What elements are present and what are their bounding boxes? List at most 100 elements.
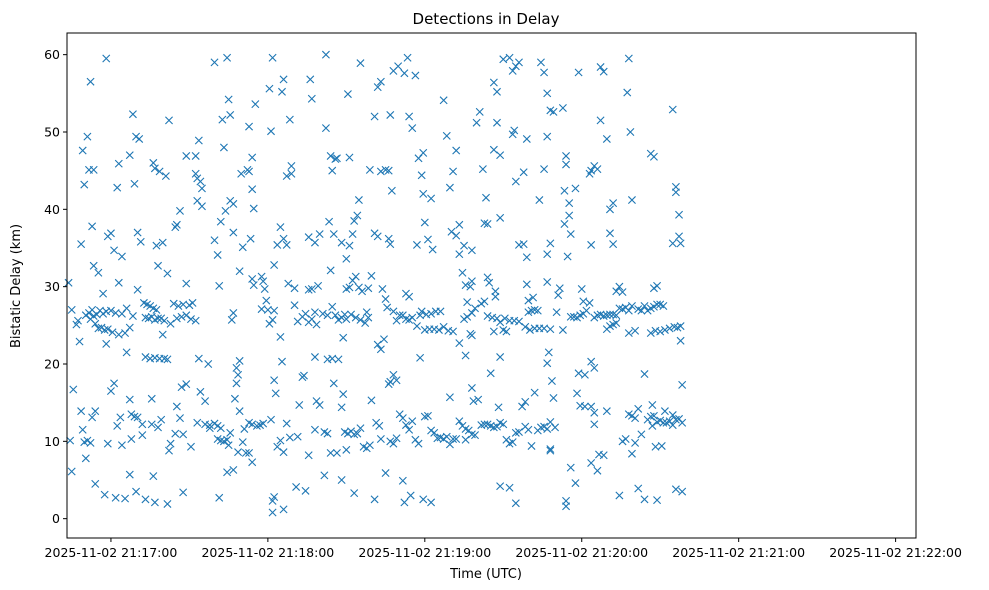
data-point: [160, 316, 169, 325]
data-point: [527, 441, 536, 450]
y-tick-label: 20: [44, 356, 60, 371]
data-point: [522, 134, 531, 143]
data-point: [221, 206, 230, 215]
data-point: [141, 495, 150, 504]
data-point: [558, 104, 567, 113]
data-point: [301, 486, 310, 495]
data-point: [147, 420, 156, 429]
data-point: [257, 272, 266, 281]
data-point: [348, 230, 357, 239]
data-point: [590, 420, 599, 429]
data-point: [249, 281, 258, 290]
data-point: [467, 331, 476, 340]
data-point: [224, 95, 233, 104]
data-point: [99, 289, 108, 298]
data-point: [668, 105, 677, 114]
data-point: [627, 302, 636, 310]
data-point: [364, 284, 373, 293]
data-point: [519, 168, 528, 177]
data-point: [653, 281, 662, 290]
data-point: [376, 435, 385, 443]
data-point: [621, 435, 630, 443]
data-point: [240, 424, 249, 433]
data-point: [562, 502, 571, 511]
data-point: [449, 327, 458, 336]
data-point: [640, 370, 649, 379]
data-point: [73, 316, 82, 325]
data-point: [160, 354, 169, 363]
data-point: [482, 193, 490, 202]
data-point: [602, 407, 611, 416]
data-point: [455, 339, 464, 348]
data-point: [540, 165, 549, 174]
data-point: [412, 240, 421, 249]
data-point: [356, 315, 365, 324]
data-point: [461, 281, 470, 290]
data-point: [389, 439, 398, 448]
data-point: [467, 430, 476, 439]
data-point: [106, 306, 115, 315]
data-point: [234, 370, 243, 379]
data-point: [362, 308, 371, 317]
data-point: [587, 166, 596, 175]
data-point: [582, 306, 591, 315]
data-point: [637, 306, 646, 315]
data-point: [445, 393, 454, 402]
data-point: [270, 261, 279, 269]
data-point: [223, 53, 232, 62]
data-point: [596, 63, 605, 72]
data-point: [599, 451, 608, 460]
data-point: [554, 291, 563, 300]
data-point: [67, 467, 76, 476]
data-point: [676, 322, 685, 331]
data-point: [489, 145, 498, 154]
data-point: [483, 273, 492, 282]
data-point: [442, 432, 451, 441]
data-point: [295, 400, 304, 409]
data-point: [332, 154, 341, 163]
data-point: [193, 418, 202, 427]
data-point: [290, 284, 299, 293]
data-point: [499, 420, 508, 429]
y-tick-label: 60: [44, 47, 60, 62]
y-axis-label: Bistatic Delay (km): [9, 224, 24, 348]
data-point: [508, 66, 517, 75]
data-point: [94, 268, 103, 277]
data-point: [423, 411, 432, 420]
data-point: [276, 223, 285, 232]
data-point: [376, 77, 385, 86]
data-point: [245, 122, 254, 131]
data-point: [64, 278, 73, 287]
data-point: [649, 411, 658, 420]
data-point: [624, 54, 633, 63]
data-point: [114, 278, 123, 287]
data-point: [665, 324, 674, 333]
data-point: [216, 217, 225, 226]
data-point: [449, 435, 458, 443]
data-point: [117, 441, 126, 450]
data-point: [268, 315, 277, 324]
data-point: [367, 271, 376, 280]
data-point: [278, 357, 286, 366]
data-point: [108, 328, 117, 337]
data-point: [320, 428, 329, 437]
data-point: [248, 420, 257, 429]
data-point: [618, 288, 627, 297]
data-point: [580, 370, 589, 379]
data-point: [125, 151, 134, 160]
data-point: [678, 487, 687, 496]
data-point: [276, 332, 285, 341]
data-point: [329, 230, 338, 239]
data-point: [176, 414, 184, 423]
data-point: [514, 317, 523, 326]
data-point: [166, 439, 175, 448]
x-axis-label: Time (UTC): [449, 567, 522, 582]
data-point: [172, 402, 181, 411]
data-point: [384, 166, 393, 175]
data-point: [307, 94, 316, 103]
data-point: [552, 308, 561, 317]
data-point: [571, 184, 580, 193]
data-point: [196, 177, 205, 186]
data-point: [149, 158, 158, 167]
